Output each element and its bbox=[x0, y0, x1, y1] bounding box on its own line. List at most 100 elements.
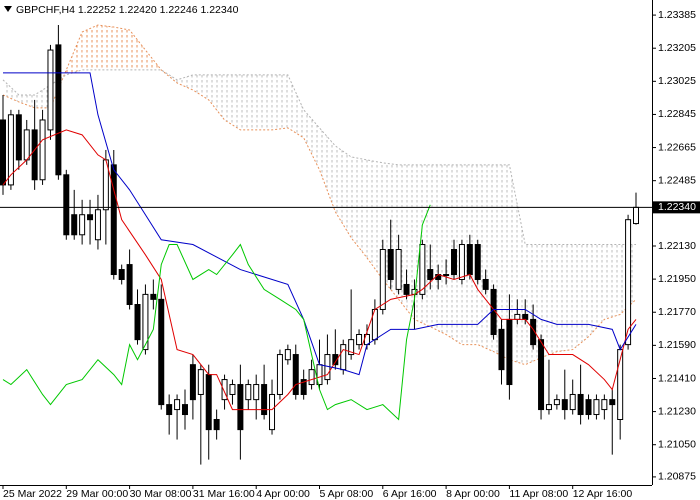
candle-body bbox=[110, 164, 117, 276]
candle-body bbox=[538, 339, 545, 411]
cloud-segment bbox=[82, 25, 98, 70]
cloud-segment bbox=[113, 27, 130, 70]
candle-body bbox=[284, 349, 291, 361]
candle-body bbox=[451, 248, 458, 276]
x-tick-label: 8 Apr 00:00 bbox=[446, 488, 500, 500]
cloud-span bbox=[2, 24, 637, 366]
cloud-segment bbox=[224, 74, 241, 130]
y-tick-label: 1.22485 bbox=[658, 174, 696, 186]
cloud-segment bbox=[509, 164, 526, 365]
y-tick-label: 1.21590 bbox=[658, 339, 696, 351]
candle-body bbox=[466, 244, 473, 276]
cloud-segment bbox=[145, 50, 162, 70]
candle-body bbox=[474, 244, 481, 280]
cloud-segment bbox=[303, 109, 320, 170]
candle-body bbox=[601, 399, 608, 411]
candle-body bbox=[181, 404, 188, 416]
x-tick-label: 31 Mar 16:00 bbox=[193, 488, 255, 500]
cloud-segment bbox=[208, 74, 225, 120]
y-tick-label: 1.23025 bbox=[658, 75, 696, 87]
candle-body bbox=[237, 384, 244, 431]
candle-body bbox=[530, 318, 537, 346]
x-tick-label: 5 Apr 08:00 bbox=[320, 488, 374, 500]
candle-body bbox=[379, 248, 386, 310]
y-tick-label: 1.22130 bbox=[658, 240, 696, 252]
cloud-segment bbox=[319, 127, 336, 212]
y-tick-label: 1.23205 bbox=[658, 42, 696, 54]
candle-body bbox=[506, 318, 513, 386]
candle-body bbox=[625, 219, 632, 346]
candle-body bbox=[87, 214, 94, 221]
candle-body bbox=[387, 248, 394, 280]
candle-body bbox=[356, 333, 363, 346]
x-tick-label: 11 Apr 08:00 bbox=[509, 488, 568, 500]
cloud-segment bbox=[366, 159, 383, 280]
candle-body bbox=[419, 244, 426, 295]
candle-body bbox=[340, 344, 347, 371]
candle-body bbox=[427, 269, 434, 280]
title-icon bbox=[4, 6, 12, 12]
candle-body bbox=[118, 269, 125, 280]
price-box bbox=[653, 201, 700, 214]
cloud-segment bbox=[34, 85, 51, 108]
cloud-segment bbox=[192, 74, 209, 100]
candle-body bbox=[245, 384, 252, 401]
candle-body bbox=[609, 399, 616, 406]
indicator-line bbox=[3, 72, 637, 376]
candle-body bbox=[269, 393, 276, 431]
y-tick-label: 1.21410 bbox=[658, 372, 696, 384]
cloud-segment bbox=[97, 25, 114, 70]
candle-body bbox=[395, 248, 402, 290]
x-tick-label: 25 Mar 2022 bbox=[3, 488, 62, 500]
candle-body bbox=[229, 384, 236, 395]
candle-body bbox=[561, 399, 568, 411]
candle-body bbox=[39, 119, 46, 181]
candle-body bbox=[142, 293, 149, 351]
candle-body bbox=[332, 354, 339, 366]
candle-body bbox=[593, 399, 600, 416]
candle-body bbox=[482, 278, 489, 290]
candle-body bbox=[166, 404, 173, 416]
y-tick-label: 1.21230 bbox=[658, 405, 696, 417]
candle-body bbox=[253, 384, 260, 401]
candle-body bbox=[23, 129, 30, 161]
cloud-segment bbox=[430, 164, 447, 335]
candle-body bbox=[569, 393, 576, 411]
y-tick-label: 1.21950 bbox=[658, 273, 696, 285]
x-tick-label: 12 Apr 16:00 bbox=[573, 488, 633, 500]
cloud-segment bbox=[588, 244, 605, 337]
x-tick-label: 4 Apr 00:00 bbox=[256, 488, 310, 500]
cloud-segment bbox=[556, 244, 573, 352]
candle-body bbox=[213, 418, 220, 431]
cloud-segment bbox=[129, 29, 146, 70]
cloud-segment bbox=[287, 74, 304, 138]
cloud-segment bbox=[541, 244, 557, 358]
cloud-segment bbox=[493, 164, 510, 360]
candle-body bbox=[221, 379, 228, 401]
cloud-segment bbox=[18, 94, 35, 108]
candle-body bbox=[443, 274, 450, 277]
candle-body bbox=[189, 364, 196, 401]
candle-body bbox=[514, 313, 521, 320]
candle-body bbox=[403, 283, 410, 295]
candle-body bbox=[79, 214, 86, 236]
candle-body bbox=[197, 369, 204, 395]
candle-body bbox=[55, 44, 62, 176]
candle-body bbox=[577, 393, 584, 416]
candle-body bbox=[308, 369, 315, 386]
candle-body bbox=[585, 399, 592, 416]
candle-body bbox=[276, 354, 283, 395]
cloud-segment bbox=[604, 244, 621, 320]
candle-body bbox=[150, 293, 157, 300]
candle-body bbox=[126, 264, 133, 306]
cloud-segment bbox=[335, 145, 352, 238]
indicator-line bbox=[2, 129, 637, 411]
candle-body bbox=[7, 114, 14, 186]
indicator-line bbox=[2, 204, 431, 421]
candle-body bbox=[292, 354, 299, 395]
candle-body bbox=[498, 328, 505, 371]
y-tick-label: 1.21050 bbox=[658, 438, 696, 450]
candle-body bbox=[300, 379, 307, 395]
candle-body bbox=[134, 304, 141, 341]
